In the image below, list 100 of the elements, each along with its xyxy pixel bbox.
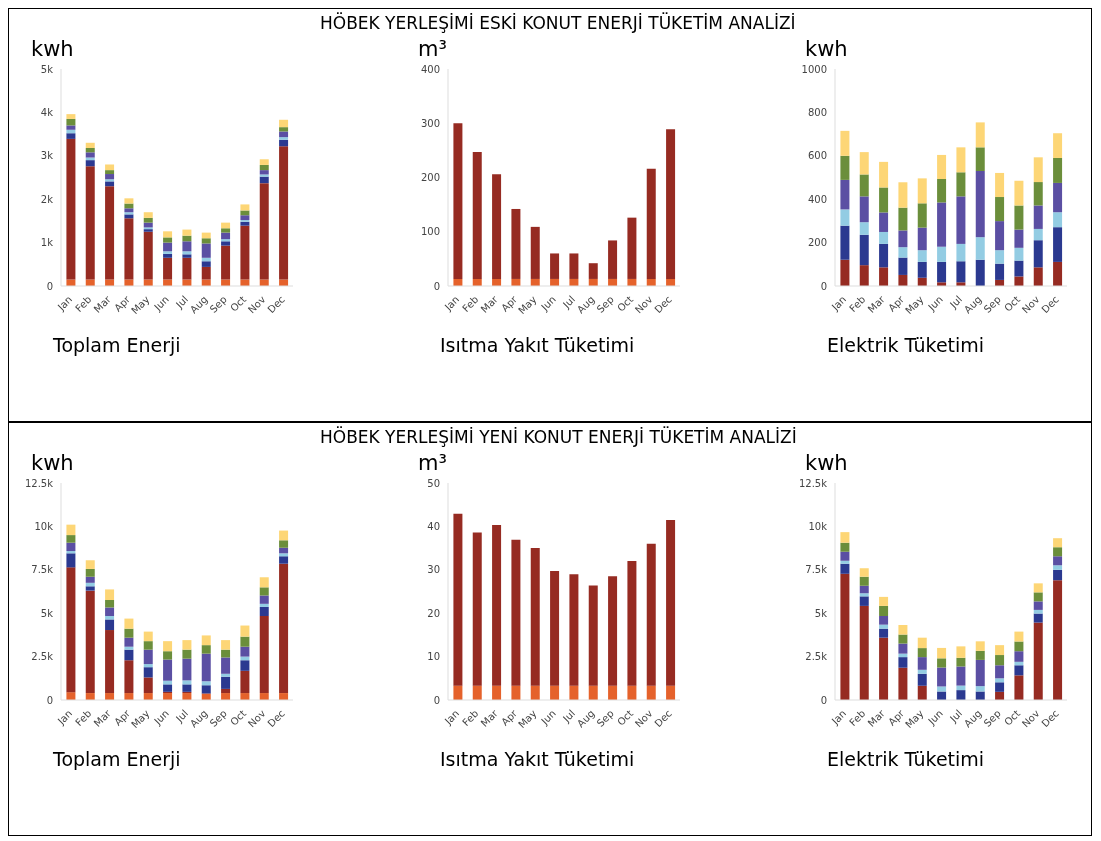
- y-tick-label: 200: [807, 237, 827, 249]
- bar: [1014, 205, 1024, 230]
- x-tick-label: May: [903, 707, 926, 731]
- bar: [859, 222, 869, 235]
- y-axis-title: kwh: [31, 37, 75, 63]
- bar: [259, 606, 269, 616]
- y-axis-title: m³: [418, 37, 448, 63]
- bar: [1053, 133, 1063, 158]
- bar: [917, 203, 927, 228]
- bar: [859, 196, 869, 223]
- y-tick-label: 100: [420, 226, 440, 238]
- bar: [937, 686, 947, 692]
- bar: [1053, 538, 1063, 548]
- bar: [859, 593, 869, 597]
- bar: [569, 574, 579, 686]
- x-tick-label: Mar: [478, 707, 501, 729]
- x-tick-label: Sep: [594, 293, 616, 315]
- bar: [66, 125, 76, 130]
- bar: [279, 547, 289, 554]
- bar: [105, 607, 115, 616]
- bar: [550, 571, 560, 686]
- bar: [453, 123, 463, 279]
- bar: [453, 513, 463, 686]
- bar: [66, 138, 76, 280]
- bar: [259, 176, 269, 184]
- y-tick-label: 0: [46, 280, 53, 292]
- bar: [221, 245, 231, 280]
- bar: [201, 261, 211, 267]
- bar: [279, 146, 289, 280]
- bar: [937, 202, 947, 247]
- bar: [66, 553, 76, 568]
- x-tick-label: Sep: [207, 293, 229, 315]
- bar: [143, 677, 153, 694]
- bar: [1053, 569, 1063, 581]
- bar: [201, 279, 211, 286]
- bar: [1033, 205, 1043, 229]
- bar: [105, 600, 115, 608]
- y-tick-label: 400: [807, 193, 827, 205]
- bar: [898, 230, 908, 248]
- bar: [143, 279, 153, 286]
- bar: [995, 645, 1005, 656]
- bar: [143, 217, 153, 223]
- x-tick-label: Jan: [441, 707, 462, 728]
- bar: [66, 551, 76, 554]
- bar: [259, 587, 269, 596]
- bar: [840, 259, 850, 286]
- bar: [201, 635, 211, 646]
- bar: [492, 174, 502, 279]
- bar: [898, 274, 908, 286]
- bar: [646, 685, 656, 700]
- bar: [840, 209, 850, 226]
- bar: [279, 530, 289, 541]
- bar: [221, 657, 231, 674]
- bar: [917, 261, 927, 278]
- bar: [917, 178, 927, 204]
- x-tick-label: Feb: [847, 293, 868, 315]
- bar: [859, 152, 869, 175]
- bar: [530, 685, 540, 700]
- bar: [182, 640, 192, 650]
- bar: [879, 161, 889, 188]
- bar: [163, 237, 173, 243]
- y-tick-label: 10k: [34, 520, 54, 532]
- bar: [859, 585, 869, 594]
- bar: [937, 179, 947, 203]
- bar: [201, 243, 211, 258]
- bar: [259, 615, 269, 694]
- bar: [608, 685, 618, 700]
- bar: [201, 681, 211, 686]
- bar: [1014, 651, 1024, 662]
- bar: [975, 237, 985, 260]
- y-tick-label: 0: [433, 694, 440, 706]
- y-tick-label: 7.5k: [31, 564, 54, 576]
- bar: [550, 685, 560, 700]
- bar: [279, 139, 289, 147]
- bar: [1014, 665, 1024, 676]
- bar: [1014, 229, 1024, 248]
- bar: [956, 196, 966, 244]
- bar: [163, 251, 173, 254]
- bar: [201, 653, 211, 682]
- bar: [917, 637, 927, 649]
- bar: [1053, 227, 1063, 262]
- x-tick-label: Jun: [538, 293, 558, 314]
- bar: [898, 207, 908, 231]
- y-tick-label: 300: [420, 117, 440, 129]
- x-tick-label: Oct: [1002, 293, 1023, 314]
- bar: [85, 147, 95, 153]
- bar: [163, 641, 173, 652]
- x-tick-label: Jun: [925, 293, 945, 314]
- bar: [240, 646, 250, 657]
- x-axis-title: Elektrik Tüketimi: [827, 334, 986, 356]
- bar: [917, 227, 927, 251]
- bar: [85, 166, 95, 280]
- y-tick-label: 0: [433, 280, 440, 292]
- bar: [240, 660, 250, 671]
- bar: [66, 567, 76, 693]
- x-tick-label: Dec: [265, 707, 287, 730]
- bar: [85, 568, 95, 577]
- bar: [1033, 622, 1043, 700]
- bar: [898, 667, 908, 700]
- y-tick-label: 600: [807, 150, 827, 162]
